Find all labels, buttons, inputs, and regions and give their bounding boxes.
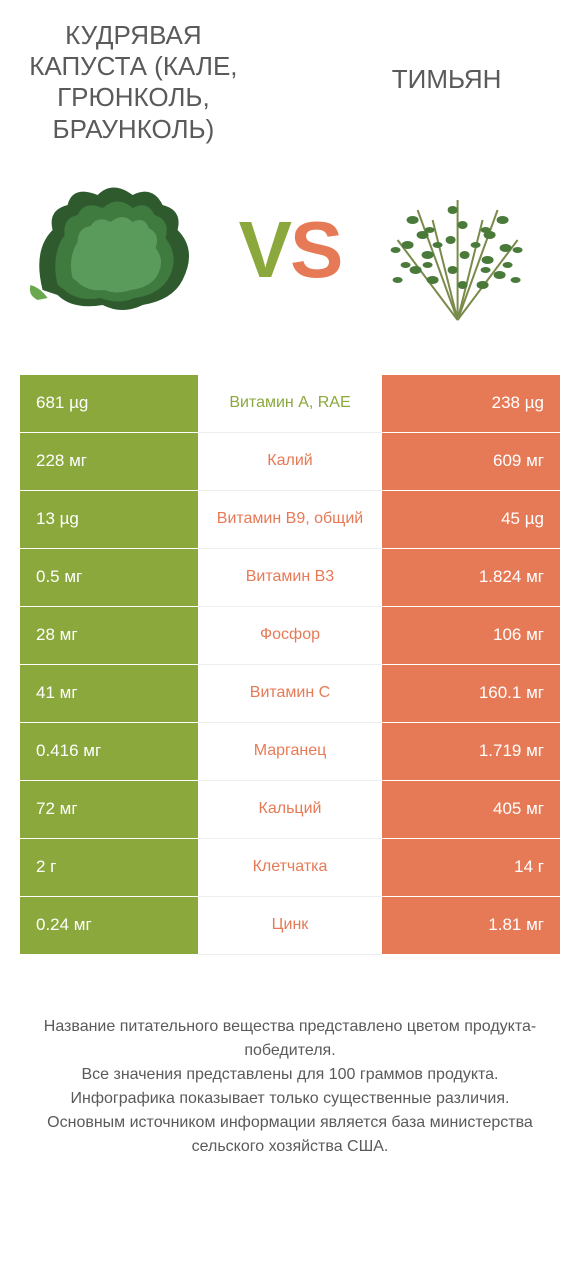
- nutrient-label: Марганец: [198, 723, 382, 781]
- value-right: 45 µg: [382, 491, 560, 549]
- table-row: 13 µgВитамин B9, общий45 µg: [20, 491, 560, 549]
- value-left: 41 мг: [20, 665, 198, 723]
- nutrient-label: Клетчатка: [198, 839, 382, 897]
- title-left: КУДРЯВАЯ КАПУСТА (КАЛЕ, ГРЮНКОЛЬ, БРАУНК…: [20, 20, 247, 145]
- value-left: 0.24 мг: [20, 897, 198, 955]
- table-row: 0.24 мгЦинк1.81 мг: [20, 897, 560, 955]
- thyme-image: [355, 170, 560, 330]
- value-right: 238 µg: [382, 375, 560, 433]
- nutrient-label: Витамин A, RAE: [198, 375, 382, 433]
- nutrient-label: Витамин B3: [198, 549, 382, 607]
- table-row: 228 мгКалий609 мг: [20, 433, 560, 491]
- table-row: 41 мгВитамин C160.1 мг: [20, 665, 560, 723]
- nutrient-label: Витамин C: [198, 665, 382, 723]
- value-right: 405 мг: [382, 781, 560, 839]
- footer-line: Основным источником информации является …: [30, 1111, 550, 1159]
- vs-v: V: [239, 205, 290, 294]
- value-right: 1.719 мг: [382, 723, 560, 781]
- images-row: VS: [20, 155, 560, 345]
- table-row: 0.416 мгМарганец1.719 мг: [20, 723, 560, 781]
- table-row: 681 µgВитамин A, RAE238 µg: [20, 375, 560, 433]
- value-left: 28 мг: [20, 607, 198, 665]
- value-left: 13 µg: [20, 491, 198, 549]
- vs-s: S: [290, 205, 341, 294]
- vs-label: VS: [225, 204, 355, 296]
- value-right: 1.81 мг: [382, 897, 560, 955]
- nutrient-label: Цинк: [198, 897, 382, 955]
- thyme-icon: [355, 170, 560, 330]
- value-right: 14 г: [382, 839, 560, 897]
- footer-notes: Название питательного вещества представл…: [20, 1015, 560, 1159]
- footer-line: Инфографика показывает только существенн…: [30, 1087, 550, 1111]
- value-right: 1.824 мг: [382, 549, 560, 607]
- kale-image: [20, 170, 225, 330]
- infographic-container: КУДРЯВАЯ КАПУСТА (КАЛЕ, ГРЮНКОЛЬ, БРАУНК…: [0, 0, 580, 1159]
- nutrient-label: Кальций: [198, 781, 382, 839]
- comparison-table: 681 µgВитамин A, RAE238 µg228 мгКалий609…: [20, 375, 560, 955]
- table-row: 2 гКлетчатка14 г: [20, 839, 560, 897]
- value-left: 228 мг: [20, 433, 198, 491]
- value-right: 106 мг: [382, 607, 560, 665]
- footer-line: Все значения представлены для 100 граммо…: [30, 1063, 550, 1087]
- value-left: 72 мг: [20, 781, 198, 839]
- value-right: 160.1 мг: [382, 665, 560, 723]
- title-right: ТИМЬЯН: [333, 64, 560, 145]
- nutrient-label: Фосфор: [198, 607, 382, 665]
- value-left: 0.416 мг: [20, 723, 198, 781]
- value-right: 609 мг: [382, 433, 560, 491]
- nutrient-label: Витамин B9, общий: [198, 491, 382, 549]
- value-left: 681 µg: [20, 375, 198, 433]
- table-row: 72 мгКальций405 мг: [20, 781, 560, 839]
- table-row: 28 мгФосфор106 мг: [20, 607, 560, 665]
- value-left: 0.5 мг: [20, 549, 198, 607]
- value-left: 2 г: [20, 839, 198, 897]
- footer-line: Название питательного вещества представл…: [30, 1015, 550, 1063]
- kale-icon: [20, 170, 225, 330]
- header: КУДРЯВАЯ КАПУСТА (КАЛЕ, ГРЮНКОЛЬ, БРАУНК…: [20, 20, 560, 145]
- nutrient-label: Калий: [198, 433, 382, 491]
- table-row: 0.5 мгВитамин B31.824 мг: [20, 549, 560, 607]
